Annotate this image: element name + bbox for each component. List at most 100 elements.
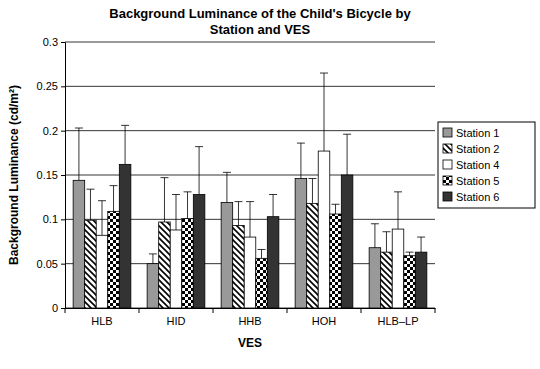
error-cap [195, 146, 203, 147]
error-bar [86, 189, 94, 220]
error-cap [121, 125, 129, 126]
error-bar [246, 202, 254, 237]
legend-entry: Station 2 [443, 143, 499, 155]
error-cap [269, 194, 277, 195]
error-bar [234, 202, 242, 226]
y-tick-label: 0.25 [37, 80, 58, 92]
error-line [176, 195, 177, 230]
bar [318, 151, 330, 308]
bar [267, 217, 279, 308]
error-bar [258, 249, 266, 258]
error-bar [98, 201, 106, 236]
bar [193, 195, 205, 308]
legend-swatch [443, 144, 452, 153]
error-bar [184, 192, 192, 219]
y-tick-label: 0.05 [37, 258, 58, 270]
error-cap [110, 185, 118, 186]
error-cap [394, 191, 402, 192]
x-tick: HID [167, 308, 186, 327]
y-tick-mark [61, 264, 65, 265]
error-cap [320, 73, 328, 74]
bar [330, 214, 342, 308]
x-axis-title: VES [238, 336, 262, 350]
legend-swatch [443, 192, 452, 201]
series [108, 186, 416, 308]
x-axis: HLBHIDHHBHOHHLB–LP [65, 308, 436, 327]
legend-swatch [443, 160, 452, 169]
error-bar [371, 224, 379, 248]
error-cap [297, 143, 305, 144]
bar [85, 220, 97, 308]
y-tick-label: 0.2 [43, 125, 58, 137]
error-line [347, 134, 348, 175]
legend-entry: Station 4 [443, 159, 499, 171]
y-tick-mark [61, 219, 65, 220]
category-separator [361, 308, 362, 313]
error-cap [223, 172, 231, 173]
title: Background Luminance of the Child's Bicy… [109, 6, 411, 37]
category-separator [435, 308, 436, 313]
error-cap [98, 200, 106, 201]
bar [233, 226, 245, 308]
x-tick-label: HLB–LP [378, 315, 419, 327]
y-tick-label: 0.1 [43, 213, 58, 225]
error-bar [269, 195, 277, 217]
legend-entry: Station 5 [443, 175, 499, 187]
y-tick-mark [61, 308, 65, 309]
y-tick-mark [61, 175, 65, 176]
grid [65, 42, 435, 308]
x-axis-line [66, 308, 436, 309]
x-tick: HLB–LP [378, 308, 419, 327]
error-cap [234, 201, 242, 202]
grid-line [65, 86, 435, 87]
error-cap [308, 178, 316, 179]
error-cap [406, 252, 414, 253]
error-line [152, 254, 153, 264]
error-cap [172, 194, 180, 195]
y-axis: 00.050.10.150.20.250.3 [37, 36, 66, 314]
x-tick-label: HLB [91, 315, 112, 327]
grid-line [65, 130, 435, 131]
error-bar [382, 232, 390, 252]
y-tick: 0.15 [37, 169, 65, 181]
error-line [324, 73, 325, 151]
error-bar [308, 179, 316, 204]
bars [73, 73, 427, 308]
y-tick-mark [61, 131, 65, 132]
error-bar [406, 252, 414, 256]
bar [159, 222, 171, 308]
series [96, 73, 404, 308]
error-line [312, 179, 313, 204]
error-cap [343, 134, 351, 135]
legend-label: Station 4 [456, 159, 499, 171]
bar [108, 211, 120, 308]
error-bar [195, 147, 203, 195]
legend-label: Station 5 [456, 175, 499, 187]
error-line [409, 252, 410, 256]
bar [381, 252, 393, 308]
y-axis-line [61, 43, 66, 309]
y-tick-mark [61, 86, 65, 87]
y-tick-mark [61, 42, 65, 43]
error-line [421, 237, 422, 252]
error-bar [75, 128, 83, 180]
x-tick: HHB [238, 308, 261, 327]
error-bar [110, 186, 118, 212]
error-line [335, 204, 336, 214]
legend-swatch [443, 128, 452, 137]
error-line [398, 192, 399, 229]
series [119, 125, 427, 308]
error-bar [320, 73, 328, 151]
bar [147, 264, 159, 308]
legend-entry: Station 1 [443, 127, 499, 139]
y-tick-label: 0.15 [37, 169, 58, 181]
error-line [78, 128, 79, 180]
bar [119, 164, 131, 308]
grid-line [65, 42, 435, 43]
error-cap [75, 128, 83, 129]
legend: Station 1Station 2Station 4Station 5Stat… [438, 122, 535, 208]
error-line [164, 178, 165, 222]
category-separator [213, 308, 214, 313]
bar [341, 175, 353, 308]
error-line [300, 143, 301, 178]
